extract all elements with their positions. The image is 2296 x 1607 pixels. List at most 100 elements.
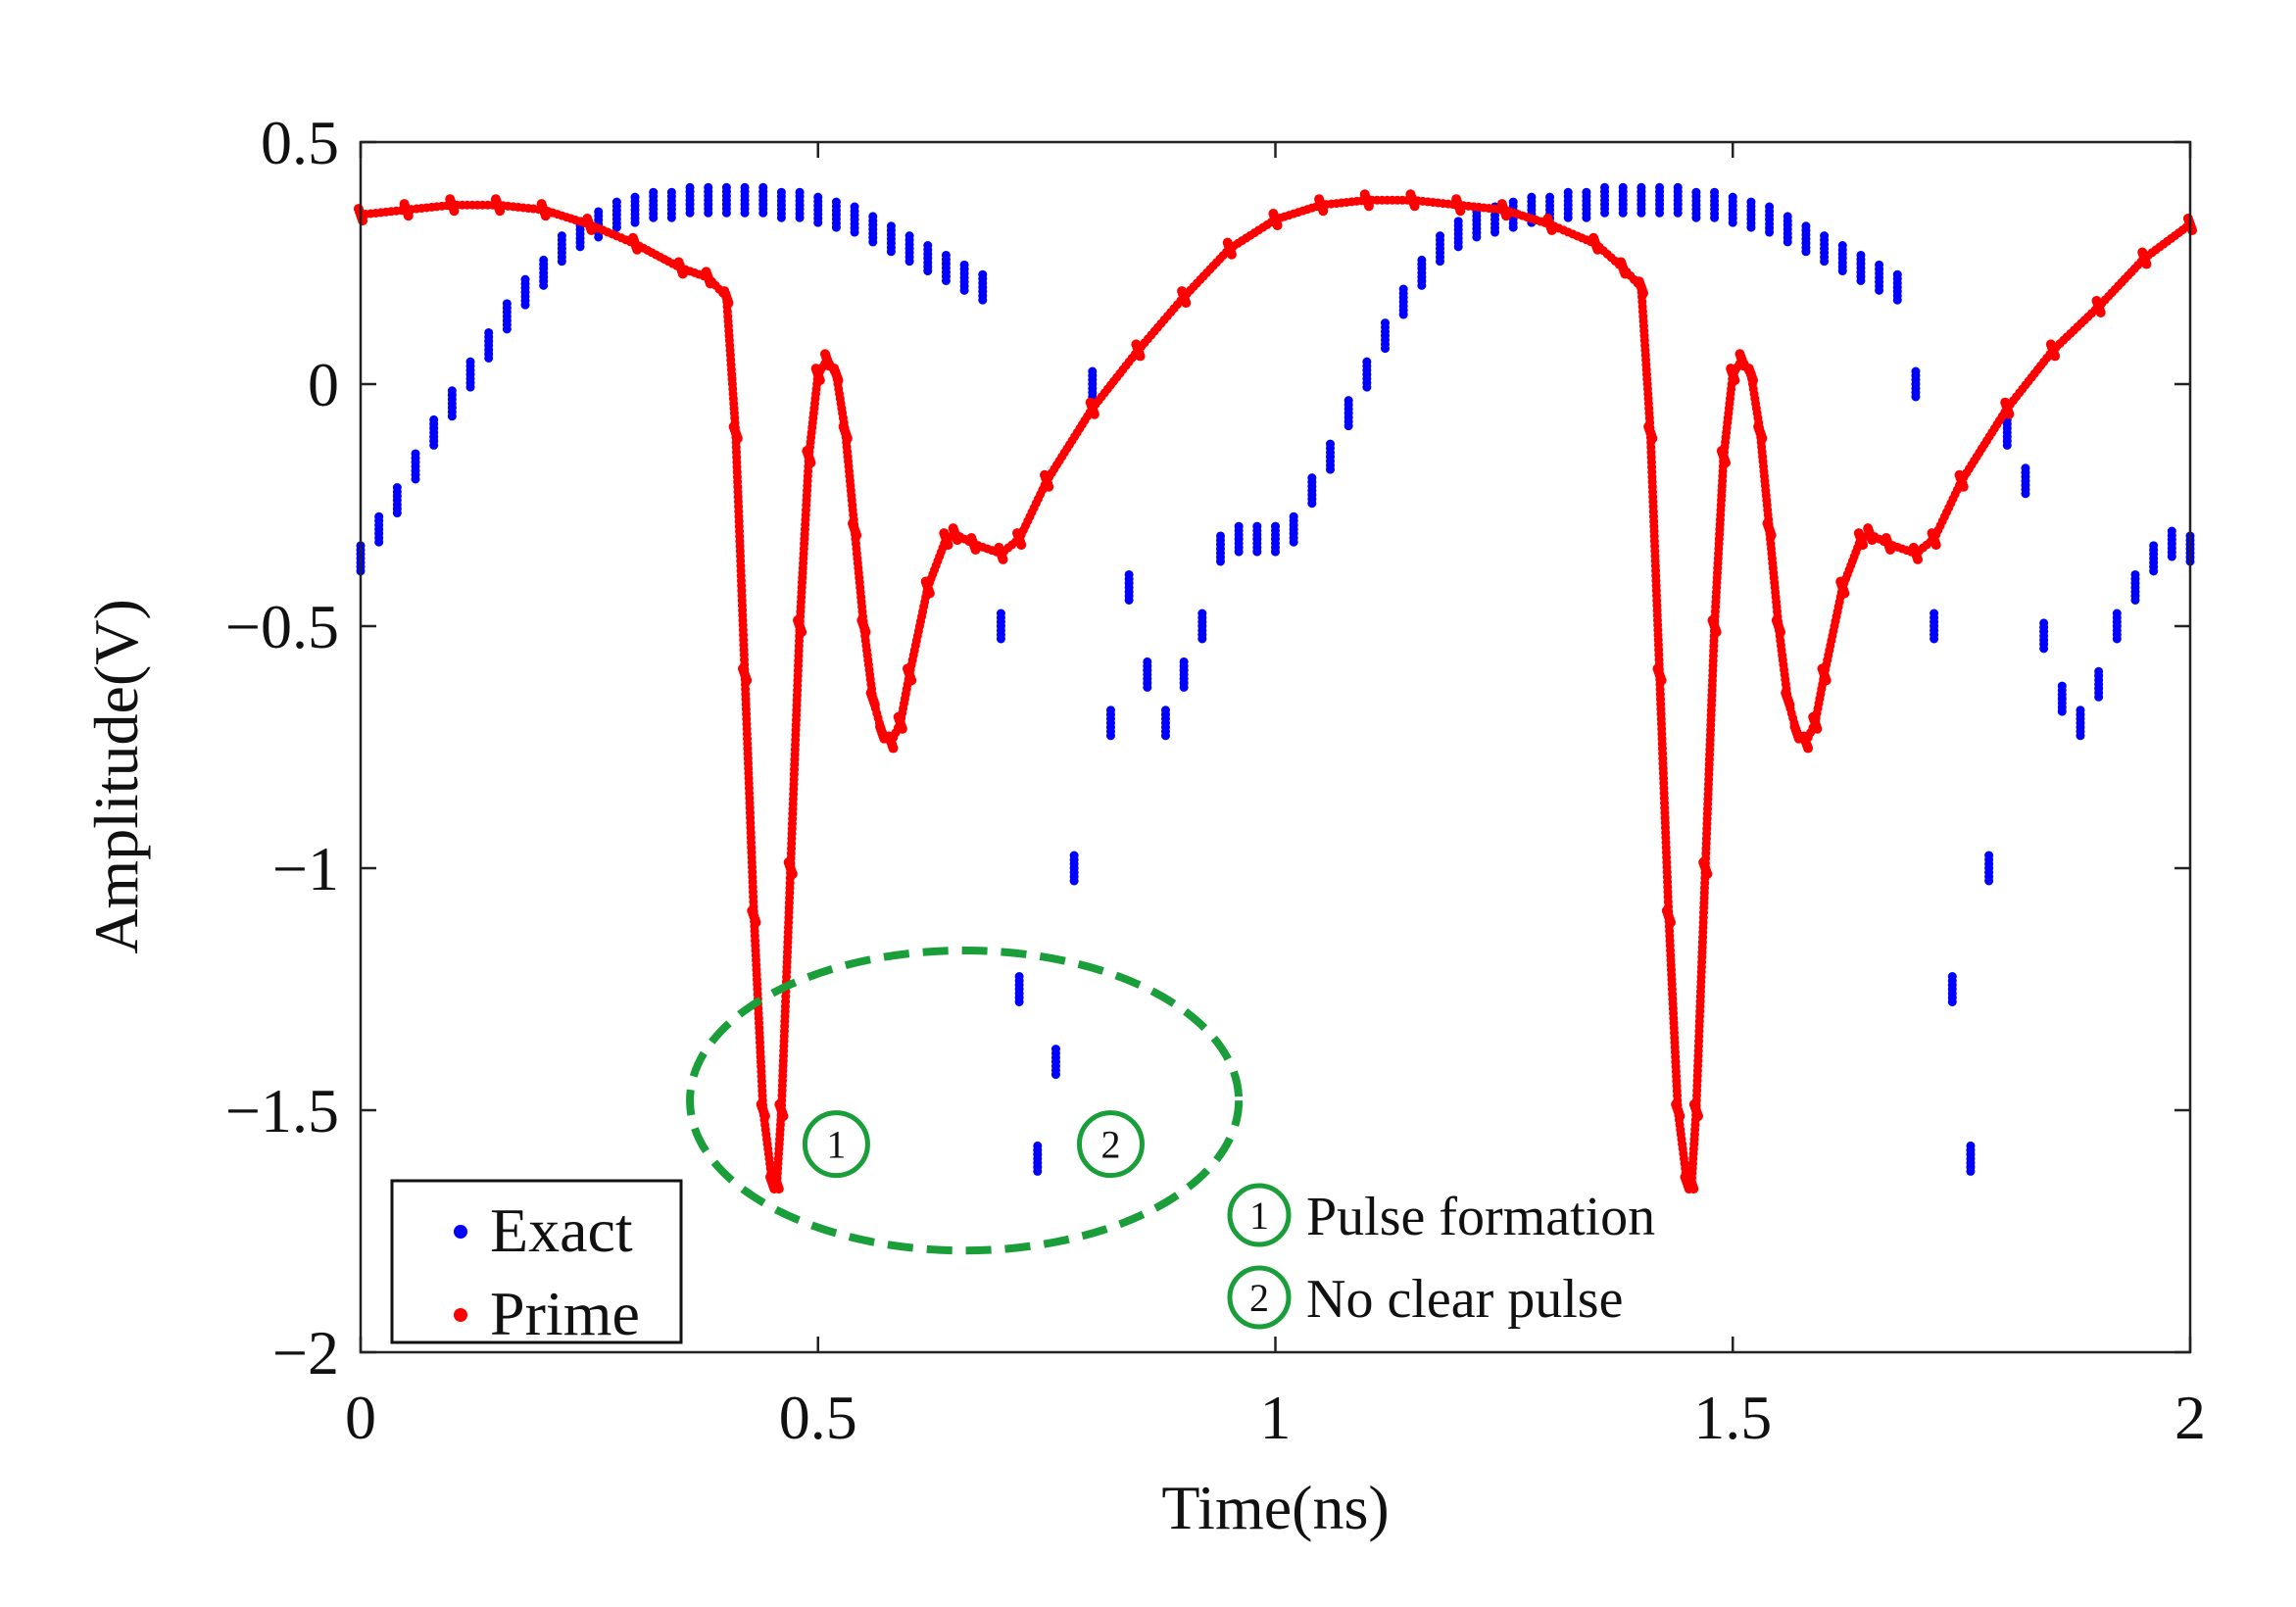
data-point-prime: [1913, 554, 1924, 564]
data-point-exact: [1362, 382, 1372, 392]
y-tick-label: −1.5: [225, 1076, 339, 1145]
data-point-exact: [1837, 267, 1847, 276]
data-point-exact: [392, 509, 402, 518]
data-point-exact: [1582, 213, 1591, 222]
data-point-exact: [1728, 218, 1737, 227]
data-point-prime: [1812, 723, 1823, 734]
data-point-prime: [1693, 1111, 1704, 1121]
data-point-exact: [996, 634, 1005, 644]
data-point-prime: [1858, 540, 1869, 551]
annotation-notes: 1 Pulse formation 2 No clear pulse: [1227, 1183, 1655, 1330]
data-point-exact: [1746, 222, 1756, 232]
note-text-pulse-formation: Pulse formation: [1306, 1187, 1655, 1247]
y-tick-label: −2: [272, 1318, 339, 1388]
note-text-no-clear-pulse: No clear pulse: [1306, 1269, 1623, 1330]
legend-box: [390, 1179, 683, 1344]
data-point-prime: [1089, 409, 1099, 419]
data-point-prime: [1730, 375, 1740, 386]
data-point-prime: [1181, 298, 1192, 309]
series-prime: [353, 189, 2198, 1194]
data-point-prime: [1272, 220, 1283, 231]
data-point-prime: [797, 627, 807, 637]
data-point-exact: [1436, 257, 1445, 267]
data-point-exact: [685, 208, 695, 218]
data-point-prime: [2187, 224, 2198, 235]
y-tick-label: 0: [308, 350, 339, 419]
data-point-exact: [1033, 1166, 1043, 1176]
data-point-exact: [959, 285, 969, 295]
data-point-exact: [1783, 237, 1792, 247]
data-point-exact: [649, 213, 659, 222]
y-tick-label: −0.5: [225, 592, 339, 661]
data-point-exact: [1820, 257, 1830, 267]
y-tick-label: 0.5: [261, 108, 339, 177]
data-point-prime: [998, 554, 1008, 564]
data-point-exact: [1050, 1070, 1060, 1080]
data-point-exact: [630, 218, 640, 227]
data-point-prime: [1688, 1184, 1699, 1194]
circled-number-label-2: 2: [1100, 1123, 1120, 1167]
data-point-exact: [923, 267, 933, 276]
data-point-exact: [1197, 634, 1207, 644]
data-point-exact: [1984, 876, 1994, 886]
data-point-exact: [1143, 682, 1152, 692]
data-point-exact: [704, 208, 713, 218]
data-point-exact: [374, 537, 384, 547]
legend-label-prime: Prime: [490, 1279, 640, 1348]
circled-number-1: [802, 1110, 870, 1179]
data-point-exact: [520, 300, 530, 310]
data-point-exact: [1801, 247, 1811, 257]
data-point-exact: [1472, 232, 1482, 242]
data-point-exact: [1856, 275, 1866, 285]
data-point-prime: [1721, 458, 1732, 468]
data-point-exact: [1398, 310, 1408, 319]
data-point-exact: [795, 213, 805, 222]
x-tick-label: 1: [1260, 1383, 1292, 1452]
data-point-prime: [1016, 540, 1027, 551]
data-point-exact: [1326, 464, 1336, 474]
data-point-exact: [941, 275, 951, 285]
data-point-prime: [814, 375, 825, 386]
legend-marker-prime: [454, 1308, 467, 1322]
data-point-exact: [1508, 222, 1518, 232]
data-point-exact: [575, 242, 585, 252]
data-point-prime: [888, 743, 899, 754]
data-point-prime: [897, 723, 907, 734]
data-point-exact: [1252, 547, 1262, 557]
data-point-exact: [1215, 557, 1225, 566]
data-point-exact: [447, 412, 457, 421]
data-point-exact: [1307, 499, 1317, 509]
note-marker-number-1: 1: [1249, 1193, 1269, 1238]
data-point-prime: [1702, 869, 1713, 879]
data-point-exact: [2094, 692, 2104, 702]
circled-number-label-1: 1: [826, 1123, 846, 1167]
data-point-exact: [850, 227, 859, 237]
data-point-exact: [740, 208, 750, 218]
data-point-exact: [813, 218, 823, 227]
legend: Exact Prime: [390, 1179, 683, 1348]
data-point-exact: [1179, 682, 1189, 692]
data-point-exact: [1289, 537, 1298, 547]
data-point-exact: [1947, 998, 1957, 1006]
x-axis-title: Time(ns): [1161, 1473, 1389, 1542]
x-tick-label: 2: [2174, 1383, 2206, 1452]
data-point-exact: [465, 382, 475, 392]
data-point-exact: [594, 232, 604, 242]
legend-label-exact: Exact: [490, 1195, 633, 1265]
data-point-prime: [2141, 259, 2152, 269]
data-point-exact: [666, 213, 676, 222]
data-point-exact: [1160, 731, 1170, 741]
data-point-exact: [1691, 213, 1701, 222]
data-point-prime: [1839, 588, 1850, 599]
data-point-exact: [831, 222, 841, 232]
note-marker-circle-2: [1227, 1265, 1292, 1330]
legend-marker-exact: [454, 1225, 467, 1239]
data-point-exact: [611, 222, 621, 232]
data-point-exact: [2002, 440, 2012, 450]
data-point-exact: [1875, 285, 1884, 295]
data-point-prime: [1226, 249, 1237, 260]
data-point-prime: [1930, 540, 1941, 551]
